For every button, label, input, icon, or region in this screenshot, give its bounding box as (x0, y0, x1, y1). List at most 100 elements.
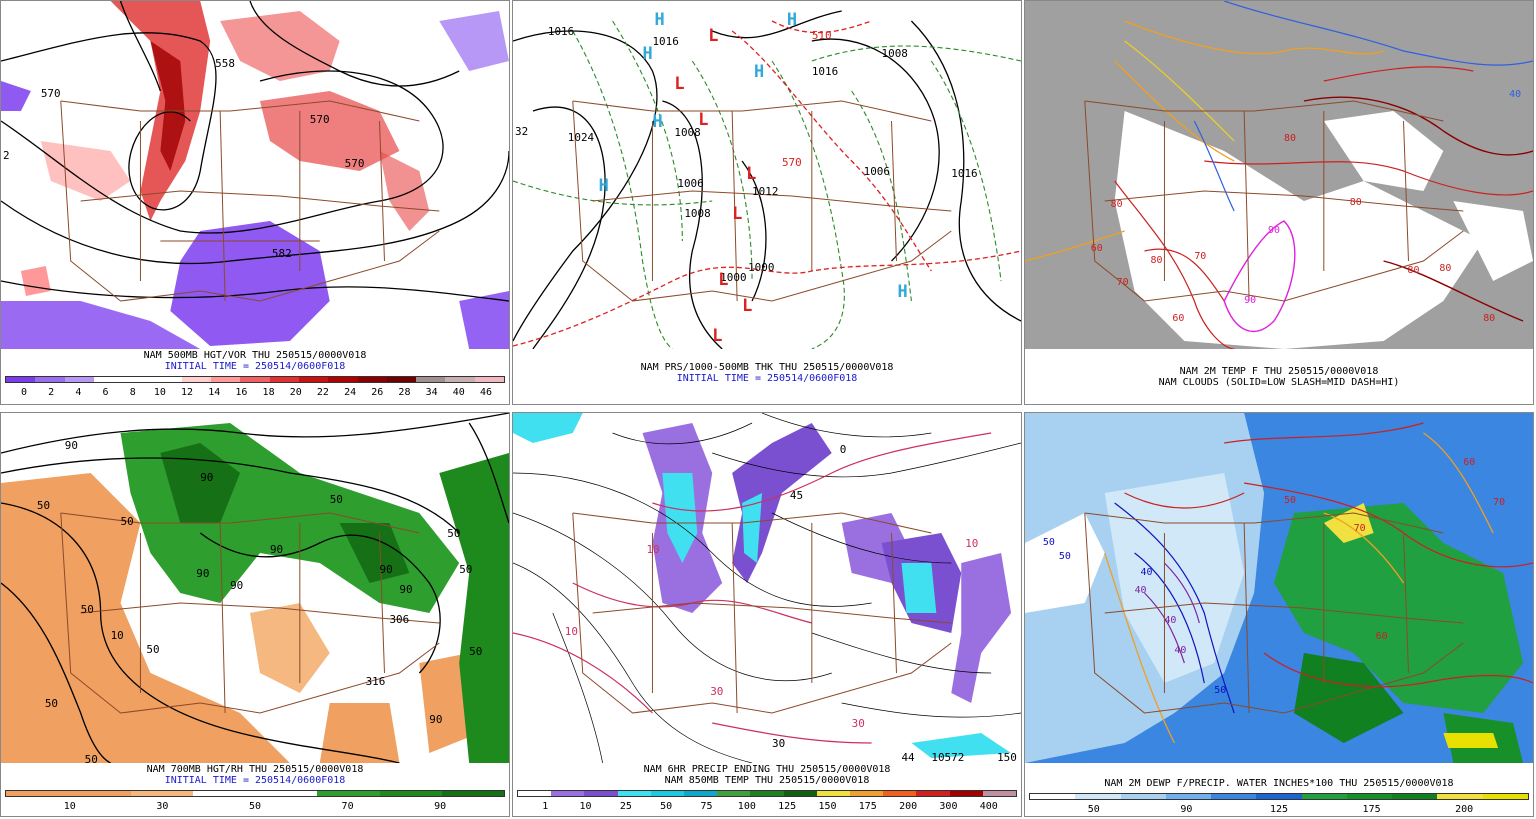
isobar-label: 1012 (752, 185, 778, 198)
panel-2m-temp-clouds: 80 70 60 90 80 80 80 90 60 70 80 80 80 4… (1024, 0, 1534, 405)
colorbar-ticks: 1 10 25 50 75 100 125 150 175 200 300 400 (517, 802, 1017, 812)
colorbar-tick-label: 34 (425, 387, 438, 398)
colorbar-swatch (1346, 794, 1393, 799)
colorbar-swatch (1256, 794, 1302, 799)
temperature-label: 80 (1407, 265, 1419, 276)
low-pressure-marker: L (674, 73, 684, 93)
colorbar-swatch (584, 791, 618, 796)
rh-label: 50 (85, 753, 98, 763)
colorbar-tick-label: 20 (289, 387, 302, 398)
rh-label: 50 (469, 645, 482, 658)
low-pressure-marker: L (712, 325, 722, 345)
dewpoint-label: 40 (1164, 615, 1176, 626)
colorbar-tick-label: 125 (1269, 804, 1289, 815)
rh-label: 50 (45, 697, 58, 710)
isobar-label: 1006 (864, 165, 890, 178)
colorbar-swatch (328, 377, 358, 382)
temperature-label: 90 (1268, 225, 1280, 236)
rh-label: 90 (196, 567, 209, 580)
isobar-label: 32 (515, 125, 528, 138)
temperature-label: 80 (1111, 199, 1123, 210)
low-pressure-marker: L (746, 163, 756, 183)
low-pressure-marker: L (698, 109, 708, 129)
colorbar-swatch (684, 791, 718, 796)
dewpoint-label: 60 (1376, 631, 1388, 642)
map-700mb-rh: 50 50 90 90 50 50 90 90 90 50 90 50 50 1… (1, 413, 509, 763)
colorbar-swatch (883, 791, 917, 796)
colorbar-swatch (240, 377, 270, 382)
colorbar-swatch (130, 791, 193, 796)
high-pressure-marker: H (654, 9, 664, 29)
colorbar-tick-label: 200 (1455, 804, 1474, 815)
rh-label: 50 (121, 515, 134, 528)
colorbar (1029, 793, 1529, 800)
rh-label: 90 (200, 471, 213, 484)
rh-label: 90 (429, 713, 442, 726)
colorbar-tick-label: 10 (153, 387, 166, 398)
colorbar-swatch (783, 791, 817, 796)
contour-label: 582 (272, 247, 292, 260)
colorbar-swatch (357, 377, 387, 382)
panel-caption-secondary: NAM 850MB TEMP THU 250515/0000V018 (664, 775, 870, 786)
height-label: 306 (389, 613, 409, 626)
high-pressure-marker: H (897, 281, 907, 301)
map-2m-temperature-clouds: 80 70 60 90 80 80 80 90 60 70 80 80 80 4… (1025, 1, 1533, 349)
panel-initial-time: INITIAL TIME = 250514/0600F018 (676, 373, 858, 384)
temperature-label: 40 (1509, 89, 1521, 100)
colorbar-swatch (717, 791, 751, 796)
colorbar-tick-label: 22 (316, 387, 329, 398)
low-pressure-marker: L (742, 295, 752, 315)
colorbar-swatch (1030, 794, 1076, 799)
dewpoint-label: 70 (1354, 523, 1366, 534)
colorbar-swatch (123, 377, 153, 382)
colorbar-tick-label: 1 (542, 801, 549, 812)
isobar-label: 1000 (720, 271, 746, 284)
high-pressure-marker: H (642, 43, 652, 63)
colorbar-tick-label: 10 (63, 801, 76, 812)
colorbar-swatch (1120, 794, 1166, 799)
colorbar-swatch (379, 791, 442, 796)
isobar-label: 1008 (882, 47, 908, 60)
panel-prs-thickness: 1016 1016 1008 1016 1024 1008 1006 1008 … (512, 0, 1022, 405)
colorbar-tick-label: 90 (1180, 804, 1193, 815)
height-label: 316 (366, 675, 386, 688)
temperature-label: 80 (1284, 133, 1296, 144)
colorbar-tick-label: 8 (129, 387, 136, 398)
rh-label: 90 (399, 583, 412, 596)
colorbar-tick-label: 30 (156, 801, 169, 812)
low-pressure-marker: L (718, 269, 728, 289)
panel-6hr-precip-850mb-temp: 0 45 10 10 30 30 30 10 44 10572 150 NAM … (512, 412, 1022, 817)
colorbar-swatch (269, 377, 299, 382)
panel-initial-time: INITIAL TIME = 250514/0600F018 (164, 361, 346, 372)
rh-label: 90 (270, 543, 283, 556)
dewpoint-label: 60 (1463, 457, 1475, 468)
temperature-label: 45 (790, 489, 803, 502)
panel-caption: NAM 700MB HGT/RH THU 250515/0000V018 (146, 764, 364, 775)
low-pressure-marker: L (708, 25, 718, 45)
temperature-label: 80 (1350, 197, 1362, 208)
rh-label: 50 (459, 563, 472, 576)
contour-label: 570 (345, 157, 365, 170)
temperature-label: 80 (1151, 255, 1163, 266)
colorbar-swatch (1437, 794, 1483, 799)
temperature-label: 70 (1117, 277, 1129, 288)
colorbar-ticks: 0 2 4 6 8 10 12 14 16 18 20 22 24 26 28 34 40 46 (5, 388, 505, 398)
colorbar-tick-label: 12 (181, 387, 194, 398)
colorbar-tick-label: 26 (371, 387, 384, 398)
colorbar-tick-label: 400 (979, 801, 998, 812)
temperature-label: 80 (1483, 313, 1495, 324)
colorbar-swatch (93, 377, 124, 382)
colorbar-swatch (518, 791, 552, 796)
panel-caption: NAM 2M TEMP F THU 250515/0000V018 (1179, 366, 1379, 377)
colorbar-tick-label: 100 (737, 801, 756, 812)
colorbar-swatch (152, 377, 182, 382)
colorbar-tick-label: 150 (818, 801, 837, 812)
temperature-label: 0 (840, 443, 847, 456)
colorbar-swatch (850, 791, 884, 796)
thickness-label: 570 (782, 156, 802, 169)
colorbar-swatch (617, 791, 651, 796)
colorbar-tick-label: 175 (1362, 804, 1381, 815)
rh-label: 50 (81, 603, 94, 616)
colorbar-swatch (416, 377, 446, 382)
